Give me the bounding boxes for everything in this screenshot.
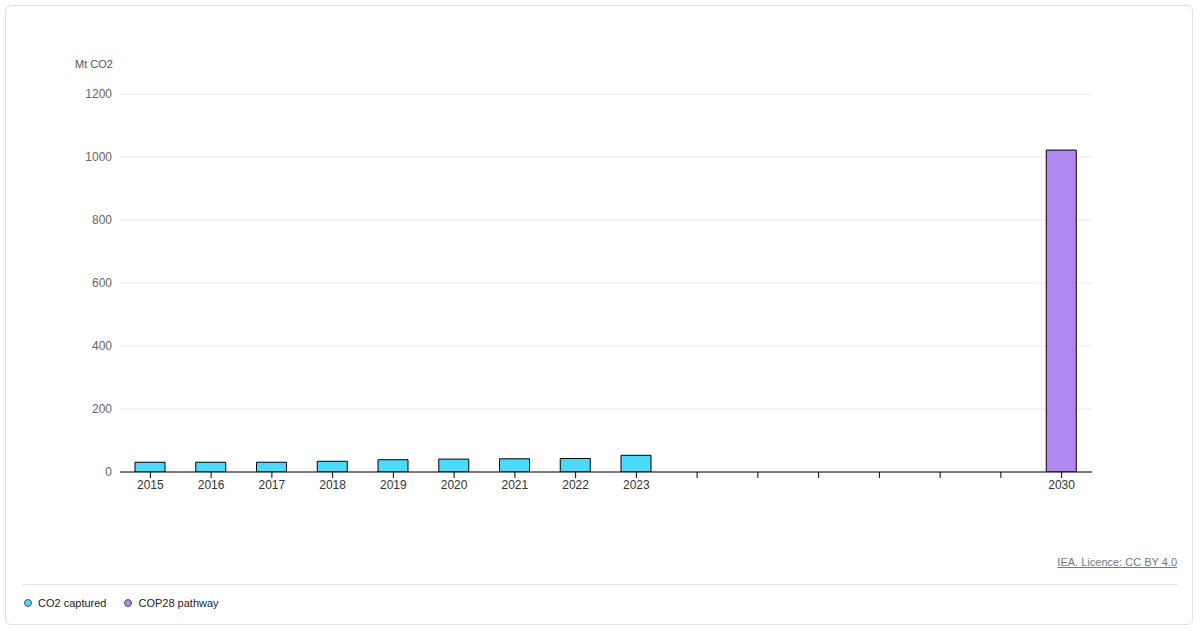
svg-text:200: 200: [92, 402, 112, 416]
svg-text:1200: 1200: [85, 87, 112, 101]
svg-text:2018: 2018: [319, 478, 346, 492]
svg-text:2021: 2021: [502, 478, 529, 492]
html-text:COP28 pathway: COP28 pathway: [138, 597, 219, 609]
svg-text:2023: 2023: [623, 478, 650, 492]
svg-text:2022: 2022: [562, 478, 589, 492]
svg-text:800: 800: [92, 213, 112, 227]
html-text:CO2 captured: CO2 captured: [38, 597, 107, 609]
svg-text:2030: 2030: [1048, 478, 1075, 492]
svg-text:2019: 2019: [380, 478, 407, 492]
svg-text:1000: 1000: [85, 150, 112, 164]
svg-text:400: 400: [92, 339, 112, 353]
svg-text:2016: 2016: [198, 478, 225, 492]
html-text:Mt CO2: Mt CO2: [75, 58, 113, 70]
svg-text:600: 600: [92, 276, 112, 290]
svg-text:2015: 2015: [137, 478, 164, 492]
svg-text:2020: 2020: [441, 478, 468, 492]
svg-text:2017: 2017: [259, 478, 286, 492]
svg-text:0: 0: [105, 465, 112, 479]
html-text:IEA. Licence: CC BY 4.0: IEA. Licence: CC BY 4.0: [1057, 556, 1177, 568]
